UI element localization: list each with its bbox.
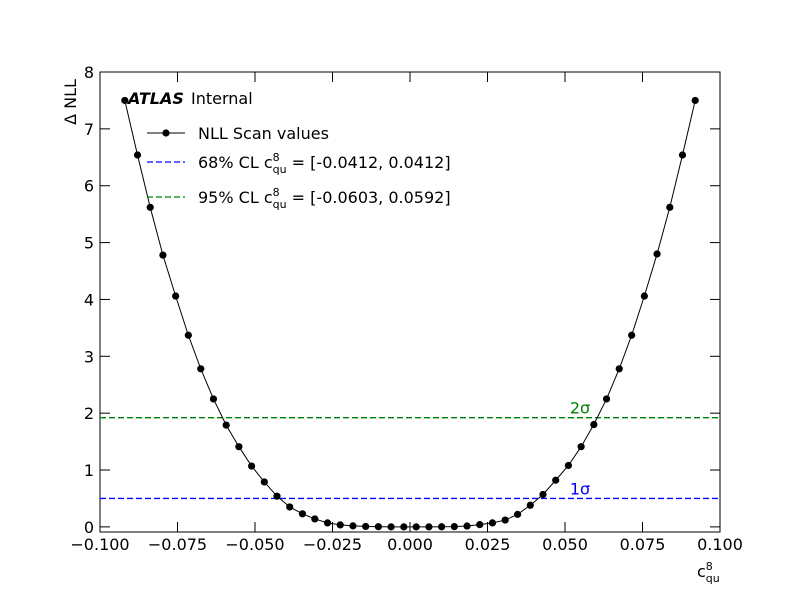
- cl-label: 1σ: [570, 479, 590, 498]
- scan-point: [336, 521, 344, 529]
- scan-point: [247, 462, 256, 470]
- legend-marker: [162, 129, 170, 137]
- scan-point: [159, 251, 167, 259]
- x-tick-label: 0.025: [465, 535, 511, 554]
- x-tick-label: 0.050: [542, 535, 588, 554]
- scan-point: [678, 151, 687, 159]
- legend-sub: qu: [273, 163, 287, 176]
- x-label-sub: qu: [706, 572, 720, 585]
- cl-label: 2σ: [570, 399, 590, 418]
- scan-point: [602, 395, 611, 403]
- y-tick-label: 7: [84, 120, 94, 139]
- legend-symbol: c: [264, 188, 273, 207]
- x-axis-label: c8 qu: [697, 560, 720, 585]
- x-label-symbol: c: [697, 562, 706, 581]
- scan-point: [400, 523, 408, 531]
- scan-point: [197, 365, 205, 373]
- x-tick-label: −0.050: [225, 535, 284, 554]
- x-tick-label: −0.025: [303, 535, 362, 554]
- scan-point: [425, 523, 433, 531]
- y-tick-label: 3: [84, 347, 94, 366]
- experiment-label: ATLAS: [126, 89, 184, 108]
- scan-point: [362, 522, 370, 531]
- y-tick-label: 0: [84, 518, 94, 537]
- legend-symbol: c: [264, 153, 273, 172]
- scan-point: [349, 522, 357, 530]
- status-label: Internal: [191, 89, 253, 108]
- scan-point: [628, 331, 636, 339]
- legend-suffix: = [-0.0603, 0.0592]: [287, 188, 451, 207]
- legend-sub: qu: [273, 198, 287, 211]
- legend-label: NLL Scan values: [198, 124, 329, 143]
- scan-point: [450, 522, 458, 531]
- legend-prefix: 68% CL: [198, 153, 264, 172]
- legend-label: 95% CL c8 qu = [-0.0603, 0.0592]: [198, 186, 451, 211]
- scan-point: [615, 365, 623, 373]
- scan-point: [476, 521, 484, 529]
- legend-prefix: 95% CL: [198, 188, 264, 207]
- scan-point: [552, 476, 560, 484]
- scan-point: [438, 523, 446, 531]
- scan-point: [463, 522, 471, 530]
- legend-sup: 8: [273, 186, 280, 199]
- scan-point: [121, 96, 129, 105]
- y-axis-label: Δ NLL: [61, 79, 80, 125]
- scan-point: [488, 519, 497, 527]
- scan-point: [577, 443, 585, 451]
- scan-point: [590, 420, 598, 429]
- scan-point: [260, 478, 268, 486]
- scan-point: [235, 443, 243, 451]
- y-tick-label: 4: [84, 290, 94, 309]
- x-tick-label: 0.000: [387, 535, 433, 554]
- scan-point: [184, 331, 192, 339]
- scan-point: [133, 151, 142, 159]
- scan-point: [513, 510, 522, 518]
- scan-point: [286, 503, 294, 511]
- scan-point: [653, 250, 661, 258]
- scan-point: [526, 501, 534, 509]
- x-tick-label: −0.075: [148, 535, 207, 554]
- y-tick-label: 1: [84, 461, 94, 480]
- scan-point: [172, 292, 180, 300]
- scan-point: [146, 203, 154, 211]
- scan-point: [273, 492, 281, 500]
- legend-label: 68% CL c8 qu = [-0.0412, 0.0412]: [198, 151, 451, 176]
- y-tick-label: 2: [84, 404, 94, 423]
- x-tick-label: −0.100: [70, 535, 129, 554]
- scan-point: [539, 490, 547, 499]
- y-tick-label: 5: [84, 234, 94, 253]
- scan-point: [412, 523, 420, 531]
- x-tick-label: 0.075: [620, 535, 666, 554]
- scan-point: [323, 519, 332, 527]
- scan-point: [564, 461, 573, 470]
- scan-point: [501, 516, 509, 524]
- y-tick-label: 6: [84, 177, 94, 196]
- legend-sup: 8: [273, 151, 280, 164]
- scan-point: [666, 203, 674, 211]
- legend-suffix: = [-0.0412, 0.0412]: [287, 153, 451, 172]
- scan-point: [387, 523, 395, 531]
- x-tick-label: 0.100: [697, 535, 743, 554]
- scan-point: [311, 515, 319, 523]
- scan-point: [640, 292, 648, 300]
- x-label-sup: 8: [706, 560, 713, 573]
- scan-point: [374, 523, 382, 531]
- scan-point: [298, 510, 307, 518]
- scan-line: [124, 100, 696, 528]
- y-tick-label: 8: [84, 63, 94, 82]
- scan-point: [691, 96, 699, 105]
- plot-frame: [99, 71, 721, 533]
- scan-point: [209, 395, 218, 403]
- scan-point: [222, 421, 230, 429]
